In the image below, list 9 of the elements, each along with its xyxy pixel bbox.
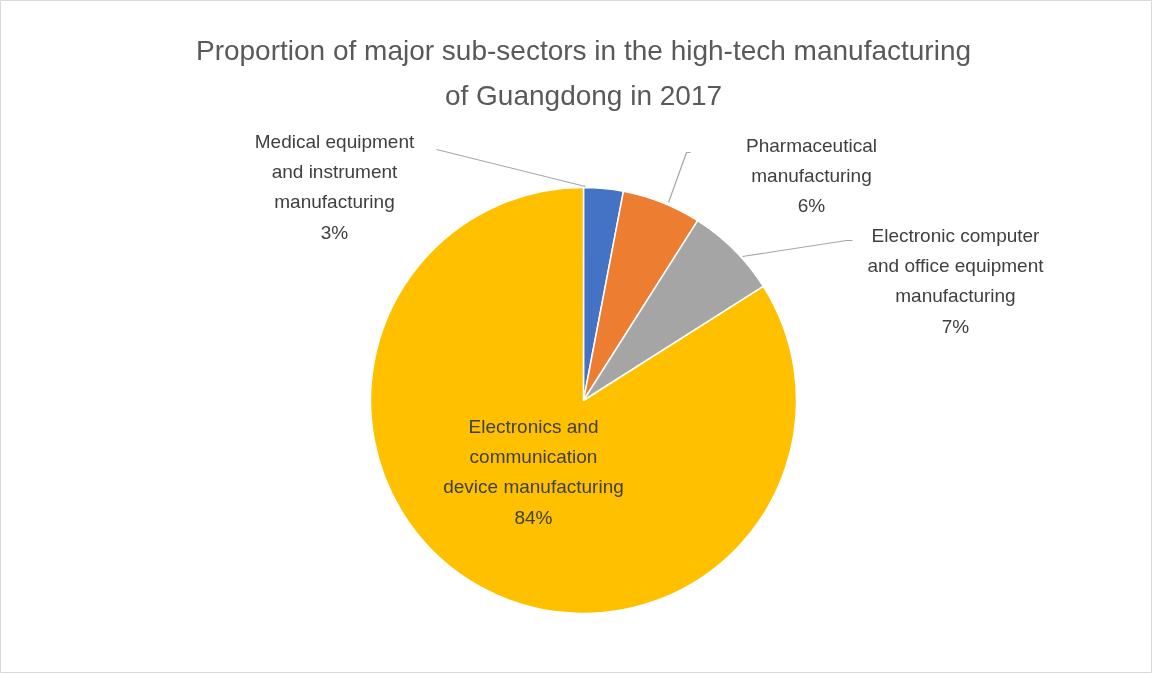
data-label: 6% <box>797 195 826 217</box>
data-label: 7% <box>941 315 970 337</box>
slice-label: Pharmaceutical manufacturing <box>746 134 877 186</box>
data-label: 3% <box>320 221 349 243</box>
data-label: 84% <box>514 506 553 528</box>
slice-label: Medical equipment and instrument manufacturing <box>254 130 415 213</box>
slice-label: Electronics and communication device manufacturing <box>443 415 624 498</box>
slice-label: Electronic computer and office equipment manufacturing <box>867 224 1045 307</box>
chart-title: Proportion of major sub-sectors in the high-tech manufacturing of Guangdong in 2017 <box>195 35 972 111</box>
